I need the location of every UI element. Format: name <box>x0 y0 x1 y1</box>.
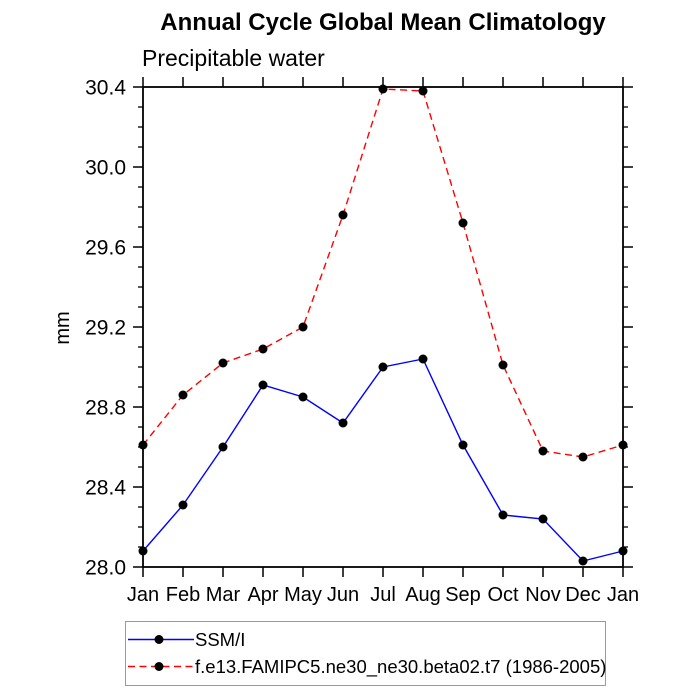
plot-frame <box>142 86 624 568</box>
data-point <box>498 510 508 520</box>
data-point <box>418 86 428 96</box>
data-point <box>298 322 308 332</box>
x-tick-label: May <box>284 584 322 606</box>
legend-marker-icon <box>154 662 164 671</box>
data-point <box>178 500 188 510</box>
data-point <box>538 446 548 456</box>
x-tick-label: Aug <box>405 584 441 606</box>
data-point <box>138 440 148 450</box>
series-line-1 <box>142 88 624 458</box>
y-tick-label: 28.8 <box>85 397 126 420</box>
data-point <box>418 354 428 364</box>
data-point <box>218 358 228 368</box>
x-tick-label: Jun <box>327 584 359 606</box>
x-tick-label: Jan <box>607 584 639 606</box>
data-point <box>378 84 388 94</box>
legend-label-ssmi: SSM/I <box>195 628 246 650</box>
data-point <box>338 418 348 428</box>
legend-item-ssmi: SSM/I <box>128 626 605 653</box>
legend-box: SSM/I f.e13.FAMIPC5.ne30_ne30.beta02.t7 … <box>125 621 606 686</box>
y-tick-label: 28.0 <box>85 557 126 580</box>
data-point <box>378 362 388 372</box>
data-point <box>298 392 308 402</box>
x-tick-label: Feb <box>166 584 200 606</box>
data-point <box>178 390 188 400</box>
data-point <box>498 360 508 370</box>
data-point <box>458 218 468 228</box>
legend-item-model: f.e13.FAMIPC5.ne30_ne30.beta02.t7 (1986-… <box>128 653 607 680</box>
data-point <box>618 440 628 450</box>
x-tick-label: Jul <box>370 584 396 606</box>
x-tick-label: Dec <box>565 584 601 606</box>
legend-marker-icon <box>154 635 164 644</box>
y-tick-label: 28.4 <box>85 477 126 500</box>
y-tick-label: 29.6 <box>85 237 126 260</box>
data-point <box>258 344 268 354</box>
x-tick-label: Sep <box>445 584 481 606</box>
data-point <box>578 452 588 462</box>
data-point <box>138 546 148 556</box>
legend-label-model: f.e13.FAMIPC5.ne30_ne30.beta02.t7 (1986-… <box>195 655 607 677</box>
x-tick-label: Nov <box>525 584 561 606</box>
y-tick-label: 29.2 <box>85 317 126 340</box>
chart-subtitle: Precipitable water <box>142 45 325 71</box>
legend-sample-solid-line <box>128 635 194 644</box>
data-point <box>258 380 268 390</box>
series-line-0 <box>142 358 624 562</box>
x-tick-label: Mar <box>206 584 241 606</box>
chart-title: Annual Cycle Global Mean Climatology <box>160 9 606 36</box>
x-tick-label: Apr <box>247 584 278 606</box>
data-point <box>218 442 228 452</box>
data-point <box>338 210 348 220</box>
data-point <box>538 514 548 524</box>
x-tick-label: Jan <box>127 584 159 606</box>
y-tick-label: 30.0 <box>85 157 126 180</box>
data-point <box>578 556 588 566</box>
data-point <box>458 440 468 450</box>
data-point <box>618 546 628 556</box>
legend-sample-dashed-line <box>128 662 194 671</box>
y-tick-label: 30.4 <box>85 77 126 100</box>
x-tick-label: Oct <box>487 584 519 606</box>
